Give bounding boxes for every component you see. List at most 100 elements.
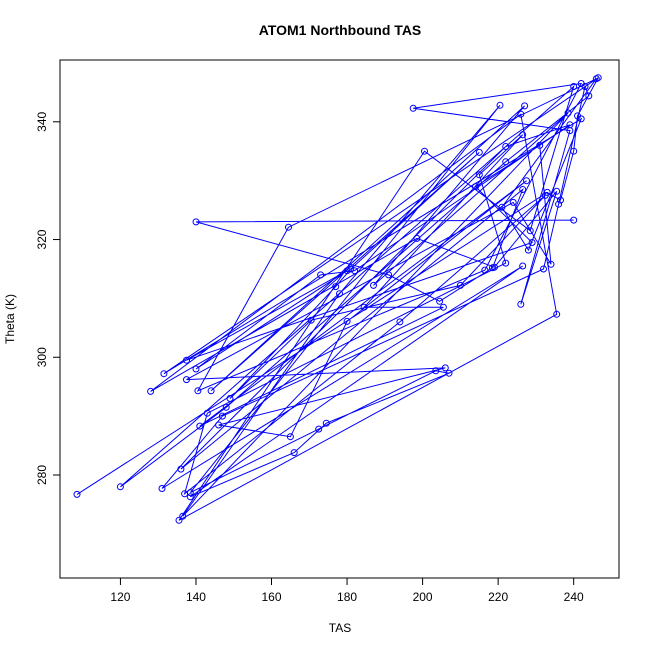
y-tick-label: 300 — [35, 347, 49, 367]
data-point — [183, 356, 190, 364]
data-point — [421, 147, 428, 155]
data-point — [192, 365, 200, 373]
data-point — [315, 425, 323, 433]
data-point — [566, 121, 574, 129]
data-point — [226, 395, 234, 402]
data-point — [194, 387, 202, 395]
data-point — [436, 297, 444, 305]
data-point — [570, 216, 578, 224]
data-point — [577, 115, 585, 123]
data-point — [116, 483, 124, 491]
data-point — [541, 191, 549, 199]
data-point — [496, 101, 504, 109]
data-point — [307, 316, 315, 324]
data-point — [413, 234, 421, 242]
data-point — [585, 92, 593, 100]
data-point — [181, 490, 189, 498]
data-point — [158, 485, 166, 492]
data-point — [290, 449, 298, 457]
x-tick-label: 160 — [261, 590, 281, 604]
data-point — [73, 490, 81, 498]
data-point — [385, 271, 393, 279]
data-point — [147, 387, 155, 395]
data-point — [481, 266, 489, 274]
data-point — [555, 200, 563, 208]
chart-title: ATOM1 Northbound TAS — [259, 22, 422, 38]
data-point — [526, 227, 534, 235]
data-point — [502, 143, 510, 150]
data-point — [502, 259, 510, 267]
data-point — [196, 422, 204, 430]
data-point — [207, 387, 215, 395]
data-point — [475, 148, 483, 156]
data-point — [343, 317, 351, 325]
data-point — [177, 465, 185, 473]
data-point — [509, 198, 517, 206]
data-point — [445, 369, 453, 377]
x-tick-label: 180 — [337, 590, 357, 604]
data-point — [472, 183, 479, 191]
x-axis-label: TAS — [329, 621, 351, 635]
data-point — [523, 177, 530, 185]
data-point — [519, 131, 527, 139]
data-point — [203, 409, 211, 417]
data-point — [215, 421, 223, 429]
data-point — [581, 83, 589, 90]
data-point — [336, 290, 343, 298]
data-point — [343, 267, 351, 275]
x-tick-label: 240 — [564, 590, 584, 604]
data-point — [570, 83, 578, 90]
data-point — [322, 419, 330, 427]
data-point — [347, 265, 355, 273]
data-point — [475, 171, 483, 179]
data-point — [519, 262, 527, 270]
data-point — [553, 310, 561, 318]
data-point — [524, 246, 532, 254]
data-point — [528, 239, 536, 246]
data-point — [536, 141, 544, 149]
data-point — [517, 110, 525, 118]
series-line — [76, 77, 599, 521]
data-point — [409, 104, 417, 112]
data-point — [441, 364, 449, 372]
data-point — [179, 512, 187, 520]
data-point — [521, 102, 529, 110]
data-point — [557, 196, 564, 204]
data-point — [332, 283, 340, 291]
y-axis-label: Theta (K) — [3, 294, 17, 344]
x-tick-label: 220 — [488, 590, 508, 604]
y-tick-label: 280 — [35, 465, 49, 485]
data-point — [285, 223, 292, 231]
data-point — [286, 433, 294, 441]
y-tick-label: 340 — [35, 111, 49, 131]
data-point — [570, 147, 578, 155]
data-point — [519, 186, 527, 193]
data-point — [489, 264, 496, 272]
data-point — [439, 303, 447, 311]
x-axis: 120 140 160 180 200 220 240 — [110, 577, 584, 604]
data-point — [432, 367, 440, 375]
data-point — [175, 516, 183, 524]
data-point — [456, 281, 464, 289]
data-point — [592, 75, 600, 83]
data-point — [370, 281, 377, 289]
data-point — [396, 318, 404, 326]
data-point — [564, 109, 572, 117]
data-point — [160, 370, 168, 378]
data-point — [502, 158, 510, 166]
data-point — [192, 218, 200, 226]
data-point — [553, 187, 561, 195]
data-point — [540, 265, 547, 273]
data-point — [222, 403, 230, 411]
data-point — [218, 412, 226, 420]
data-point — [547, 260, 555, 268]
x-tick-label: 140 — [186, 590, 206, 604]
y-tick-label: 320 — [35, 229, 49, 249]
data-point — [360, 303, 368, 311]
data-point — [351, 267, 359, 275]
data-point — [317, 271, 325, 279]
data-point — [183, 376, 190, 384]
data-point — [517, 300, 525, 308]
x-tick-label: 120 — [110, 590, 130, 604]
